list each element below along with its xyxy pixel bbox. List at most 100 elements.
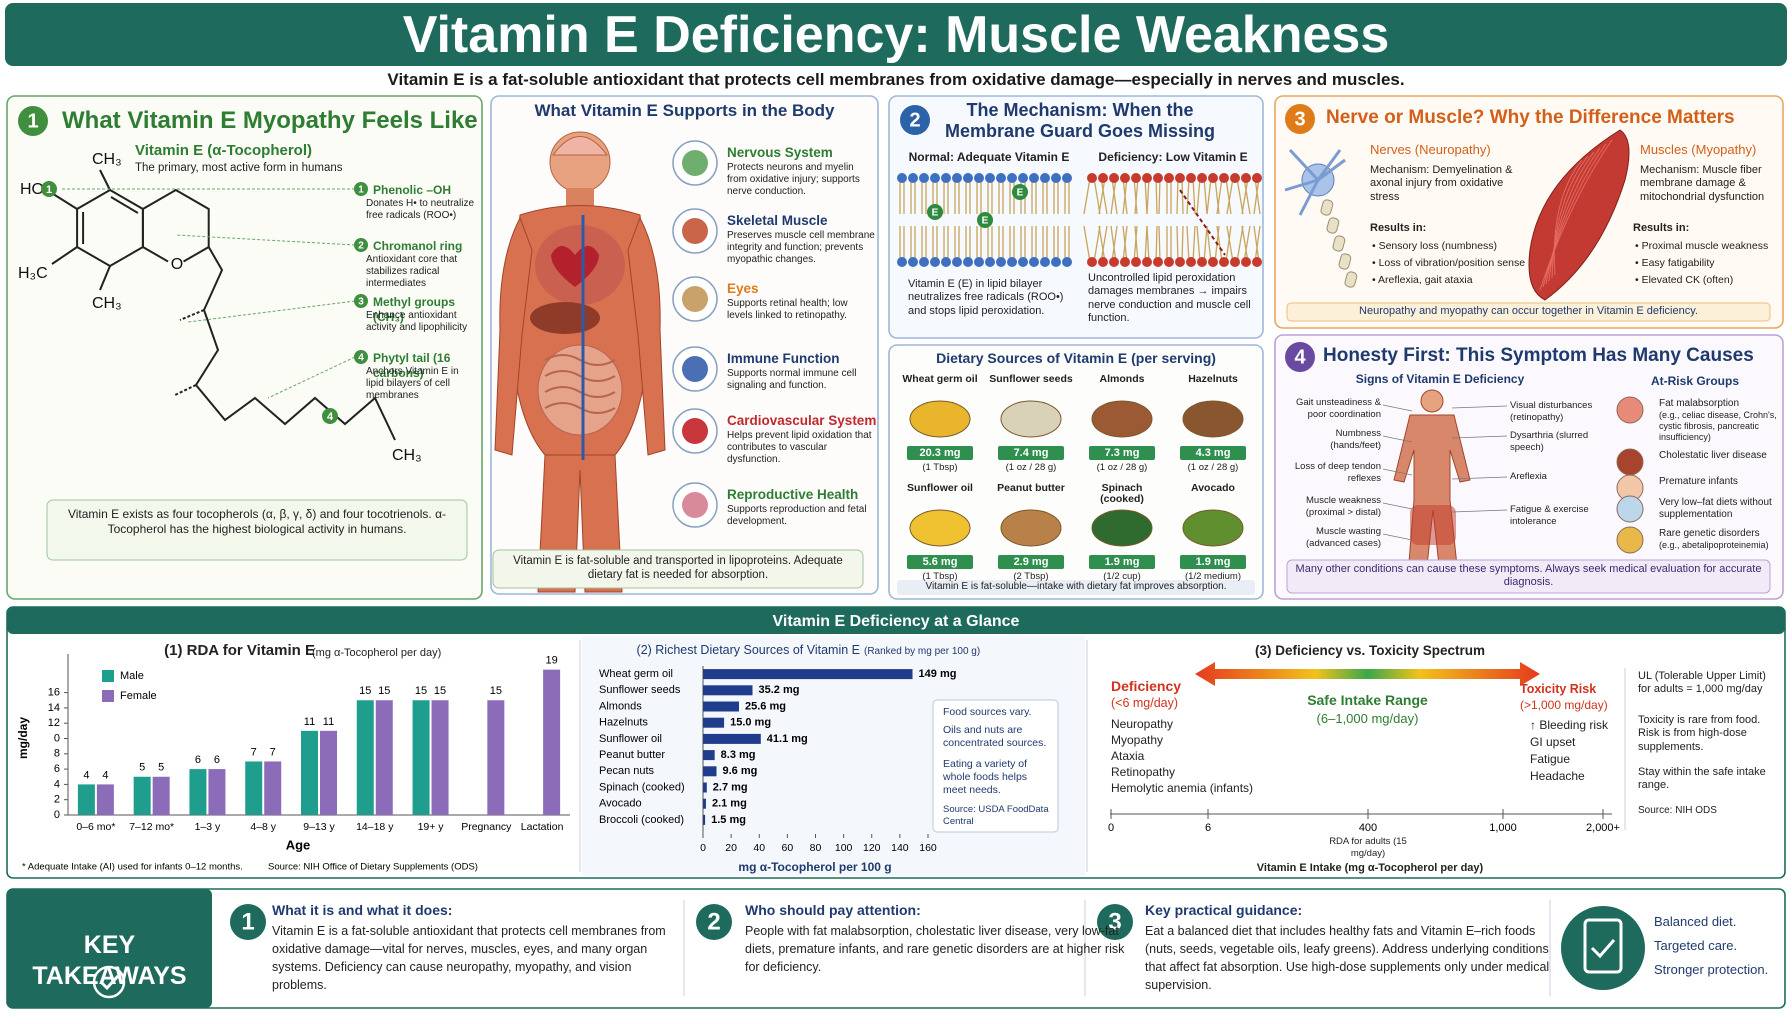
pointer [1451,435,1508,439]
item-text: Preserves muscle cell membrane integrity… [727,230,875,266]
data-label: 8.3 mg [721,749,756,761]
pointer [1451,476,1508,480]
badge-number: 1 [27,110,38,132]
atom-bg [166,257,185,275]
lipid-tail [1225,177,1232,215]
bar [703,814,706,825]
results-title: Results in: [1633,222,1690,234]
amount-box [907,555,973,569]
icon-symbol [682,356,708,382]
lipid-tail [1186,177,1190,215]
muscle-fiber [1553,159,1583,276]
intestine-fold [544,370,616,382]
dendrite [1298,179,1320,216]
badge-number: 1 [358,185,364,196]
note: Vitamin E is fat-soluble—intake with die… [925,581,1227,592]
panel-title: The Mechanism: When the Membrane Guard G… [944,100,1216,141]
lipid-head [1241,173,1251,183]
lipid-head [1219,173,1229,183]
note-line: Eating a variety of whole foods helps me… [943,758,1028,796]
food-name: Wheat germ oil [902,373,978,385]
x-tick-label: 0 [700,842,706,854]
spectrum-arrow [1195,662,1540,686]
food-name: Hazelnuts [1188,373,1238,385]
lipid-head [1197,257,1207,267]
ul-text: Stay within the safe intake range. [1638,766,1766,792]
food-amount: 1.9 mg [1195,556,1231,568]
sub-title: Deficiency: Low Vitamin E [1098,150,1248,164]
legend-swatch [102,670,114,682]
lipid-head [1120,257,1130,267]
icon-symbol [682,418,708,444]
food-name: Sunflower oil [907,482,973,494]
lipid-head [1087,173,1097,183]
food-serving: (1 oz / 28 g) [1005,462,1057,473]
food-serving: (1 Tbsp) [922,462,958,473]
food-amount: 4.3 mg [1195,447,1231,459]
data-label: 6 [195,754,201,766]
axis-tick-label: 0 [1108,822,1114,834]
vitamin-e-label: E [1017,188,1024,199]
bond [99,169,111,191]
y-tick-label: 8 [54,748,60,760]
number-badge [1285,342,1315,372]
food-serving: (1 oz / 28 g) [1096,462,1148,473]
y-tick-label: Sunflower oil [599,733,662,745]
liver [530,302,600,334]
pointer [1451,509,1508,513]
atom-label: O [171,256,183,273]
mechanism-text: Vitamin E (E) in lipid bilayer neutraliz… [908,278,1064,317]
y-tick-label: 14 [48,702,60,714]
y-tick-label: Pecan nuts [599,765,655,777]
data-label: 19 [545,655,557,667]
data-label: 41.1 mg [767,733,808,745]
muscle-fiber [1551,155,1589,279]
data-label: 4 [83,769,89,781]
lipid-head [974,173,984,183]
axis-tick-label: 400 [1359,822,1377,834]
heart [551,246,599,287]
molecule-name: Vitamin E (α-Tocopherol) [135,142,313,159]
vitamin-e-marker [1012,184,1028,200]
lipid-head [1029,173,1039,183]
lipid-tail [1254,225,1261,263]
data-label: 9.6 mg [723,765,758,777]
lipid-head [1208,257,1218,267]
closing-line: Targeted care. [1654,938,1738,953]
lipid-head [1175,257,1185,267]
lipid-tail [1181,177,1184,215]
item-title: Eyes [727,281,759,296]
lipid-tail [1216,177,1223,215]
y-tick-label: Wheat germ oil [599,668,673,680]
icon-symbol [682,492,708,518]
lipid-head [1175,173,1185,183]
y-tick-label: 2 [54,794,60,806]
range-item: Hemolytic anemia (infants) [1111,781,1254,795]
ul-text: UL (Tolerable Upper Limit) for adults = … [1638,670,1766,696]
section-title: Vitamin E Deficiency at a Glance [772,613,1020,630]
atom-label: HO [20,181,44,198]
badge-number: 4 [358,353,364,364]
result-item: • Elevated CK (often) [1635,274,1734,286]
item-title: Immune Function [727,351,840,366]
x-tick-label: 14–18 y [356,821,394,833]
item-text: Helps prevent lipid oxidation that contr… [727,430,872,466]
lipid-head [1252,173,1262,183]
x-tick-label: 100 [835,842,853,854]
number-badge [230,904,266,940]
myelin [1326,217,1340,234]
data-label: 149 mg [919,668,957,680]
panel [888,95,1264,339]
data-label: 35.2 mg [759,684,800,696]
bond [49,191,78,210]
lipid-head [941,173,951,183]
lipid-tail [1241,225,1249,263]
lipid-tail [1253,225,1260,263]
lipid-tail [1176,225,1179,263]
lipid-head [1120,173,1130,183]
clipboard-check [1590,939,1616,959]
note: Vitamin E exists as four tocopherols (α,… [67,507,447,536]
lipid-head [897,173,907,183]
